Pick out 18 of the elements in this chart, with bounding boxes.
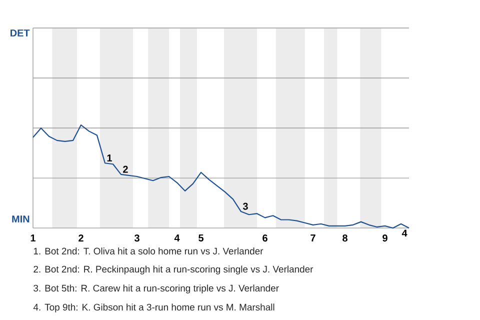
text: 4. Top 9th: K. Gibson hit a 3-run home run vs M. Marshall — [33, 304, 274, 312]
x-tick-label: 8 — [342, 234, 348, 242]
annotation: 2 — [123, 166, 128, 173]
annotation: 1 — [107, 154, 112, 162]
x-tick-label: 1 — [30, 234, 36, 242]
text: DET — [10, 30, 30, 36]
x-tick-label: 6 — [262, 234, 268, 242]
x-tick-label: 3 — [134, 234, 140, 242]
text: 3. Bot 5th: R. Carew hit a run-scoring triple vs J. Verlander — [34, 284, 279, 294]
text: MIN — [12, 216, 30, 222]
x-tick-label: 7 — [310, 234, 316, 242]
x-tick-label: 4 — [174, 234, 180, 242]
text: 2. Bot 2nd: R. Peckinpaugh hit a run-scoring single vs J. Verlander — [34, 266, 314, 274]
x-tick-label: 9 — [382, 234, 388, 242]
x-tick-label: 2 — [78, 234, 84, 242]
x-tick-label: 5 — [198, 234, 204, 242]
text: 1. Bot 2nd: T. Oliva hit a solo home run vs J. Verlander — [34, 248, 264, 254]
annotation: 3 — [242, 202, 248, 210]
